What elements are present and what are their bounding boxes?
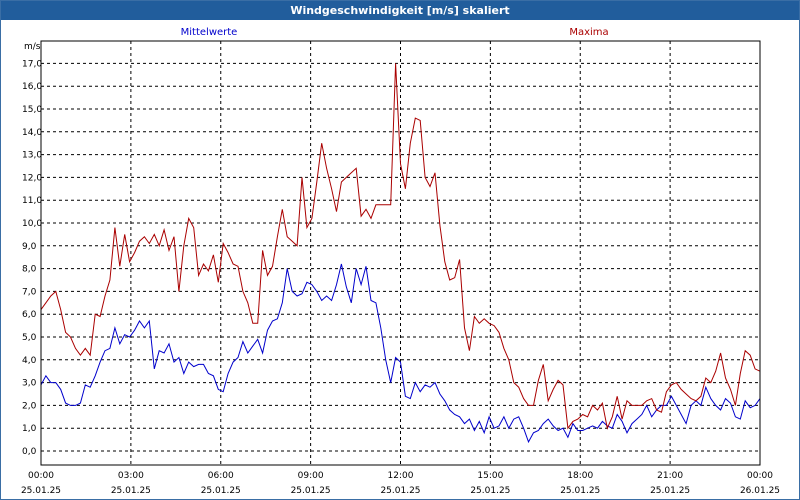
series-line-maxima bbox=[40, 63, 761, 430]
y-tick-label: 10,0 bbox=[22, 219, 42, 229]
y-tick-label: 14,0 bbox=[22, 128, 42, 138]
x-tick-date: 25.01.25 bbox=[560, 486, 600, 496]
x-tick-time: 00:00 bbox=[747, 471, 773, 481]
axis-ticks: 0,0 1,0 2,0 3,0 4,0 5,0 6,0 7,0 8,0 9,0 10,0 11,0 12… bbox=[21, 59, 780, 496]
x-tick-time: 00:00 bbox=[28, 471, 54, 481]
y-tick-label: 7,0 bbox=[22, 287, 37, 297]
y-tick-label: 4,0 bbox=[22, 356, 37, 366]
y-tick-label: 13,0 bbox=[22, 151, 42, 161]
series-lines bbox=[40, 63, 761, 444]
x-tick-date: 25.01.25 bbox=[21, 486, 61, 496]
y-tick-label: 9,0 bbox=[22, 242, 37, 252]
x-tick-time: 03:00 bbox=[118, 471, 144, 481]
window-title: Windgeschwindigkeit [m/s] skaliert bbox=[1, 1, 799, 20]
x-tick-time: 21:00 bbox=[657, 471, 683, 481]
series-line-mittelwerte bbox=[40, 263, 761, 444]
y-tick-label: 17,0 bbox=[22, 59, 42, 69]
legend-mittelwerte: Mittelwerte bbox=[181, 27, 238, 38]
x-tick-date: 25.01.25 bbox=[380, 486, 420, 496]
y-tick-label: 3,0 bbox=[22, 379, 37, 389]
y-tick-label: 1,0 bbox=[22, 424, 37, 434]
x-tick-date: 25.01.25 bbox=[201, 486, 241, 496]
x-tick-time: 18:00 bbox=[567, 471, 593, 481]
y-tick-label: 16,0 bbox=[22, 82, 42, 92]
wind-speed-chart: Mittelwerte Maxima m/s 0,0 1,0 2,0 3,0 4,0 5,… bbox=[21, 27, 780, 496]
y-tick-label: 8,0 bbox=[22, 265, 37, 275]
y-tick-label: 0,0 bbox=[22, 447, 37, 457]
x-tick-time: 15:00 bbox=[477, 471, 503, 481]
y-tick-label: 11,0 bbox=[22, 196, 42, 206]
y-tick-label: 2,0 bbox=[22, 401, 37, 411]
y-axis-unit: m/s bbox=[24, 42, 41, 52]
x-tick-date: 26.01.25 bbox=[740, 486, 780, 496]
grid bbox=[41, 41, 760, 465]
x-tick-time: 09:00 bbox=[298, 471, 324, 481]
x-tick-date: 25.01.25 bbox=[291, 486, 331, 496]
x-tick-time: 12:00 bbox=[388, 471, 414, 481]
x-tick-date: 25.01.25 bbox=[111, 486, 151, 496]
x-tick-time: 06:00 bbox=[208, 471, 234, 481]
y-tick-label: 6,0 bbox=[22, 310, 37, 320]
legend-maxima: Maxima bbox=[569, 27, 608, 38]
x-tick-date: 25.01.25 bbox=[470, 486, 510, 496]
y-tick-label: 5,0 bbox=[22, 333, 37, 343]
y-tick-label: 15,0 bbox=[22, 105, 42, 115]
plot-frame bbox=[40, 40, 761, 466]
x-tick-date: 25.01.25 bbox=[650, 486, 690, 496]
y-tick-label: 12,0 bbox=[22, 173, 42, 183]
